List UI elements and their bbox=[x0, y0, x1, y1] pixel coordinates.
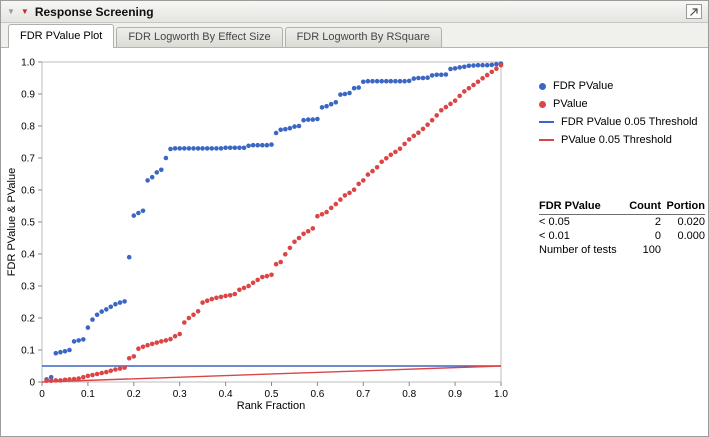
fdr-threshold-line-icon bbox=[539, 121, 554, 123]
table-row: < 0.05 2 0.020 bbox=[539, 215, 705, 230]
cell-count: 2 bbox=[654, 216, 661, 228]
svg-text:0.1: 0.1 bbox=[81, 389, 95, 400]
table-row: < 0.01 0 0.000 bbox=[539, 229, 705, 243]
svg-text:0.2: 0.2 bbox=[21, 314, 35, 325]
cell-label: < 0.01 bbox=[539, 230, 570, 242]
fdr-summary-table: FDR PValue Count Portion < 0.05 2 0.020 … bbox=[539, 199, 705, 257]
pvalue-marker-icon bbox=[539, 100, 546, 108]
legend-item-fdr-threshold[interactable]: FDR PValue 0.05 Threshold bbox=[539, 113, 707, 131]
svg-text:0.2: 0.2 bbox=[127, 389, 141, 400]
legend-item-pvalue[interactable]: PValue bbox=[539, 95, 707, 113]
legend-item-pvalue-threshold[interactable]: PValue 0.05 Threshold bbox=[539, 131, 707, 149]
svg-text:0: 0 bbox=[29, 378, 35, 389]
fdr-pvalue-marker-icon bbox=[539, 82, 546, 90]
red-triangle-menu-icon[interactable]: ▼ bbox=[20, 6, 29, 16]
legend-label: PValue 0.05 Threshold bbox=[561, 134, 672, 146]
cell-label: Number of tests bbox=[539, 244, 617, 256]
arrow-up-right-icon bbox=[690, 7, 698, 16]
open-in-window-icon[interactable] bbox=[686, 4, 702, 19]
svg-text:0.3: 0.3 bbox=[173, 389, 187, 400]
plot-panel: 0 0.1 0.2 0.3 0.4 0.5 0.6 0.7 0.8 0.9 1.0 0 0.1 0.2 0.… bbox=[1, 48, 708, 436]
table-header-row: FDR PValue Count Portion bbox=[539, 199, 705, 215]
cell-portion: 0.000 bbox=[677, 230, 705, 242]
col-header-count: Count bbox=[627, 199, 661, 215]
tab-bar: FDR PValue Plot FDR Logworth By Effect S… bbox=[1, 23, 708, 48]
legend-label: PValue bbox=[553, 98, 588, 110]
svg-text:0.7: 0.7 bbox=[21, 154, 35, 165]
report-title-bar: ▼ ▼ Response Screening bbox=[1, 1, 708, 23]
y-axis-title: FDR PValue & PValue bbox=[6, 167, 18, 277]
svg-text:0.3: 0.3 bbox=[21, 282, 35, 293]
cell-label: < 0.05 bbox=[539, 216, 570, 228]
svg-text:0.5: 0.5 bbox=[265, 389, 279, 400]
fdr-pvalue-plot-canvas[interactable]: 0 0.1 0.2 0.3 0.4 0.5 0.6 0.7 0.8 0.9 1.0 0 0.1 0.2 0.… bbox=[11, 54, 516, 406]
legend-label: FDR PValue bbox=[553, 80, 614, 92]
cell-count: 100 bbox=[642, 244, 661, 256]
pvalue-threshold-line-icon bbox=[539, 139, 554, 141]
svg-text:0.4: 0.4 bbox=[21, 250, 35, 261]
x-axis-title: Rank Fraction bbox=[236, 400, 306, 412]
cell-count: 0 bbox=[654, 230, 661, 242]
tab-fdr-logworth-by-rsquare[interactable]: FDR Logworth By RSquare bbox=[284, 27, 442, 47]
svg-text:0.6: 0.6 bbox=[21, 186, 35, 197]
svg-text:0.5: 0.5 bbox=[21, 218, 35, 229]
svg-text:0.8: 0.8 bbox=[21, 122, 35, 133]
legend-item-fdr-pvalue[interactable]: FDR PValue bbox=[539, 77, 707, 95]
col-header-fdr-pvalue: FDR PValue bbox=[539, 199, 627, 215]
svg-text:1.0: 1.0 bbox=[21, 58, 35, 69]
col-header-portion: Portion bbox=[661, 199, 705, 215]
disclosure-triangle-icon[interactable]: ▼ bbox=[7, 6, 15, 16]
svg-text:0.4: 0.4 bbox=[219, 389, 233, 400]
plot-legend: FDR PValue PValue FDR PValue 0.05 Thresh… bbox=[539, 77, 707, 149]
tab-fdr-logworth-by-effect-size[interactable]: FDR Logworth By Effect Size bbox=[116, 27, 283, 47]
tab-fdr-pvalue-plot[interactable]: FDR PValue Plot bbox=[8, 24, 115, 48]
table-row: Number of tests 100 bbox=[539, 243, 705, 257]
svg-text:0.8: 0.8 bbox=[402, 389, 416, 400]
cell-portion: 0.020 bbox=[677, 216, 705, 228]
cell-portion bbox=[661, 243, 705, 257]
svg-text:0.9: 0.9 bbox=[21, 90, 35, 101]
svg-text:0.1: 0.1 bbox=[21, 346, 35, 357]
legend-label: FDR PValue 0.05 Threshold bbox=[561, 116, 698, 128]
svg-text:0: 0 bbox=[39, 389, 45, 400]
svg-text:0.9: 0.9 bbox=[448, 389, 462, 400]
svg-text:0.6: 0.6 bbox=[310, 389, 324, 400]
page-title: Response Screening bbox=[34, 4, 154, 19]
svg-text:0.7: 0.7 bbox=[356, 389, 370, 400]
svg-text:1.0: 1.0 bbox=[494, 389, 508, 400]
